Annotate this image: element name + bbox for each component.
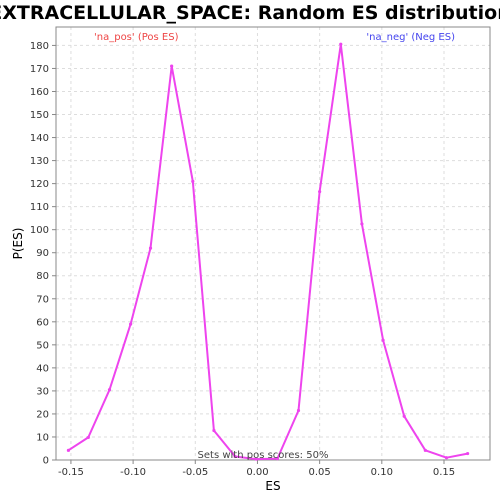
y-tick-label: 100 bbox=[30, 225, 49, 236]
series-lines bbox=[66, 42, 470, 461]
gridlines bbox=[56, 27, 490, 461]
data-point bbox=[233, 454, 237, 459]
series-line bbox=[67, 43, 468, 461]
data-point bbox=[129, 322, 133, 326]
y-tick-label: 160 bbox=[30, 87, 49, 98]
data-point bbox=[191, 179, 195, 183]
axis-ticks: 0 10 20 30 40 50 60 70 80 90 100 110 120 130 140 150 160… bbox=[30, 41, 455, 478]
y-tick-label: 150 bbox=[30, 110, 49, 121]
y-tick-label: 20 bbox=[36, 409, 49, 420]
y-tick-label: 70 bbox=[36, 294, 49, 305]
x-tick-label: -0.05 bbox=[182, 467, 208, 478]
y-tick-label: 130 bbox=[30, 156, 49, 167]
x-tick-label: 0.10 bbox=[371, 467, 393, 478]
data-point bbox=[402, 414, 406, 418]
data-point bbox=[360, 222, 364, 226]
data-point bbox=[107, 388, 112, 392]
y-tick-label: 0 bbox=[43, 456, 49, 467]
legend-neg-es: 'na_neg' (Neg ES) bbox=[366, 32, 455, 43]
y-axis-label: P(ES) bbox=[11, 228, 25, 260]
data-point bbox=[381, 338, 385, 342]
y-tick-label: 170 bbox=[30, 64, 49, 75]
y-tick-label: 180 bbox=[30, 41, 49, 52]
data-point bbox=[148, 246, 153, 250]
x-tick-label: 0.00 bbox=[246, 467, 268, 478]
y-tick-label: 90 bbox=[36, 248, 49, 259]
y-tick-label: 10 bbox=[36, 432, 49, 443]
data-point bbox=[254, 457, 258, 461]
data-point bbox=[296, 408, 301, 413]
data-point bbox=[86, 435, 90, 440]
data-point bbox=[212, 428, 216, 433]
data-point bbox=[170, 64, 174, 68]
y-tick-label: 140 bbox=[30, 133, 49, 144]
x-tick-label: -0.10 bbox=[120, 467, 146, 478]
y-tick-label: 30 bbox=[36, 386, 49, 397]
x-tick-label: 0.05 bbox=[309, 467, 331, 478]
y-tick-label: 80 bbox=[36, 271, 49, 282]
data-point bbox=[423, 448, 427, 452]
data-point bbox=[466, 451, 470, 456]
plot-area-border bbox=[55, 26, 491, 461]
x-axis-label: ES bbox=[265, 479, 280, 493]
y-tick-label: 60 bbox=[36, 317, 49, 328]
x-tick-label: 0.15 bbox=[433, 467, 455, 478]
y-tick-label: 120 bbox=[30, 179, 49, 190]
data-point bbox=[66, 448, 71, 452]
pos-scores-note: Sets with pos scores: 50% bbox=[198, 450, 329, 461]
y-tick-label: 50 bbox=[36, 340, 49, 351]
data-point bbox=[444, 456, 449, 460]
data-point bbox=[339, 42, 343, 46]
data-point bbox=[275, 457, 279, 461]
data-point bbox=[318, 190, 322, 194]
chart-title: EXTRACELLULAR_SPACE: Random ES distribut… bbox=[0, 2, 500, 24]
y-tick-label: 110 bbox=[30, 202, 49, 213]
x-tick-label: -0.15 bbox=[58, 467, 84, 478]
y-tick-label: 40 bbox=[36, 363, 49, 374]
legend-pos-es: 'na_pos' (Pos ES) bbox=[94, 32, 179, 43]
